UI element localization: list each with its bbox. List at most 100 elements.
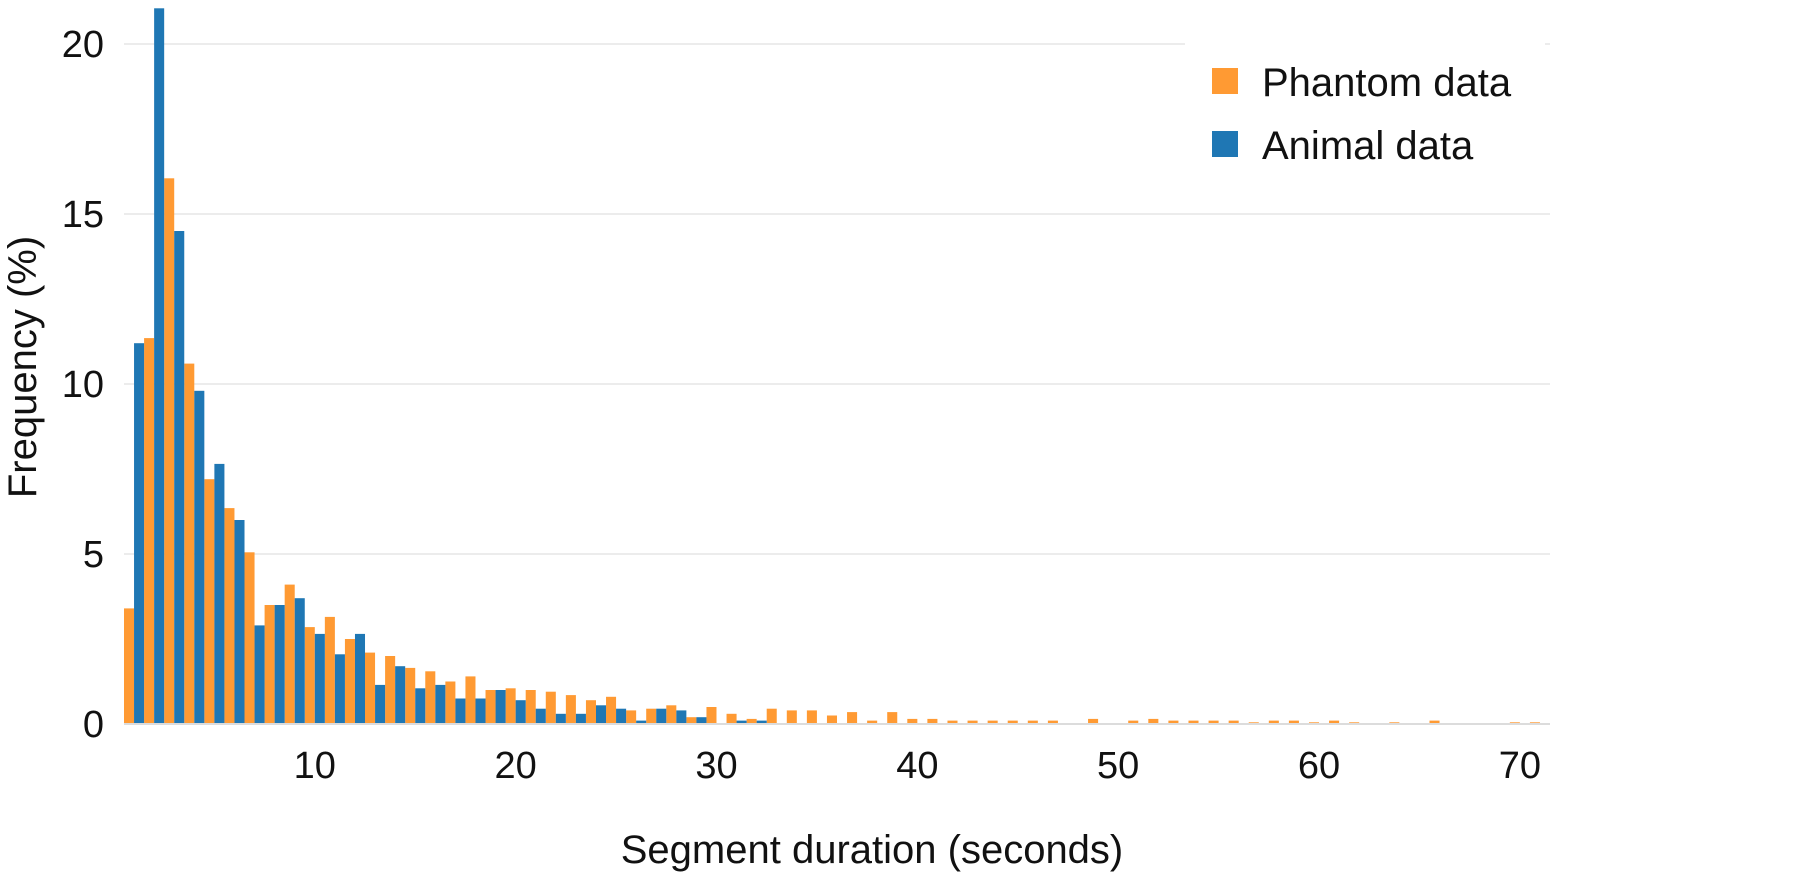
bar-phantom-18 — [465, 676, 476, 724]
x-tick-labels: 10 20 30 40 50 60 70 — [294, 745, 1541, 787]
bar-phantom-27 — [646, 708, 657, 724]
bar-phantom-39 — [887, 712, 898, 724]
x-tick-label-20: 20 — [495, 745, 537, 787]
bar-animal-9 — [294, 598, 305, 724]
bar-phantom-66 — [1429, 720, 1440, 724]
bar-animal-8 — [274, 605, 285, 724]
legend-background — [1185, 38, 1545, 178]
bar-phantom-42 — [947, 720, 958, 724]
bar-phantom-44 — [987, 720, 998, 724]
bar-phantom-15 — [405, 667, 416, 724]
bar-animal-20 — [515, 700, 526, 724]
bar-animal-10 — [314, 633, 325, 724]
bar-phantom-13 — [365, 652, 376, 724]
legend-label-animal: Animal data — [1262, 124, 1474, 168]
bar-phantom-49 — [1088, 718, 1099, 724]
bar-phantom-21 — [525, 690, 536, 724]
bar-phantom-3 — [164, 178, 175, 725]
bar-animal-13 — [375, 684, 386, 724]
bars — [124, 8, 1540, 725]
bar-animal-12 — [354, 633, 366, 724]
y-axis-title: Frequency (%) — [1, 236, 45, 498]
bar-phantom-45 — [1007, 720, 1018, 724]
bar-animal-2 — [154, 8, 165, 725]
bar-animal-4 — [194, 390, 205, 724]
bar-animal-23 — [575, 713, 586, 724]
bar-animal-15 — [415, 688, 426, 724]
bar-animal-26 — [636, 720, 647, 724]
bar-phantom-61 — [1329, 720, 1340, 724]
bar-phantom-17 — [445, 681, 456, 724]
bar-phantom-51 — [1128, 720, 1139, 724]
bar-animal-28 — [676, 710, 687, 724]
x-axis-title: Segment duration (seconds) — [621, 828, 1124, 872]
bar-phantom-12 — [344, 639, 355, 724]
bar-phantom-38 — [867, 720, 878, 724]
bar-phantom-23 — [565, 695, 576, 724]
legend-swatch-animal — [1212, 131, 1238, 157]
bar-phantom-33 — [766, 708, 777, 724]
bar-phantom-52 — [1148, 718, 1159, 724]
bar-phantom-20 — [505, 688, 516, 724]
bar-animal-17 — [455, 698, 466, 724]
bar-phantom-25 — [606, 696, 617, 724]
bar-phantom-14 — [385, 656, 396, 724]
legend: Phantom data Animal data — [1185, 38, 1545, 178]
bar-phantom-47 — [1047, 720, 1058, 724]
bar-animal-16 — [435, 684, 446, 724]
x-tick-label-50: 50 — [1097, 745, 1139, 787]
x-tick-label-10: 10 — [294, 745, 336, 787]
bar-phantom-1 — [124, 608, 135, 724]
bar-phantom-46 — [1027, 720, 1038, 724]
bar-phantom-32 — [746, 718, 757, 724]
bar-phantom-43 — [967, 720, 978, 724]
legend-label-phantom: Phantom data — [1262, 61, 1512, 105]
bar-phantom-7 — [244, 552, 255, 724]
bar-animal-31 — [736, 720, 747, 724]
bar-phantom-36 — [826, 715, 837, 724]
bar-phantom-28 — [666, 705, 677, 724]
bar-phantom-10 — [304, 627, 315, 724]
y-tick-label-0: 0 — [83, 704, 104, 746]
bar-animal-25 — [616, 708, 627, 724]
bar-phantom-16 — [425, 671, 436, 724]
bar-phantom-29 — [686, 717, 697, 724]
bar-phantom-19 — [485, 690, 496, 724]
x-tick-label-60: 60 — [1298, 745, 1340, 787]
x-tick-label-30: 30 — [695, 745, 737, 787]
bar-animal-24 — [595, 705, 607, 724]
bar-phantom-26 — [626, 710, 637, 724]
bar-animal-7 — [254, 625, 265, 724]
bar-phantom-58 — [1268, 720, 1279, 724]
bar-animal-22 — [555, 713, 566, 724]
bar-phantom-24 — [585, 700, 596, 724]
x-tick-label-40: 40 — [896, 745, 938, 787]
bar-phantom-34 — [786, 710, 797, 724]
bar-animal-27 — [656, 708, 667, 724]
bar-phantom-5 — [204, 479, 215, 724]
bar-animal-21 — [535, 708, 546, 724]
bar-phantom-35 — [806, 710, 817, 724]
bar-animal-18 — [475, 698, 486, 724]
bar-phantom-2 — [144, 338, 155, 724]
bar-phantom-56 — [1228, 720, 1239, 724]
bar-animal-11 — [334, 654, 345, 724]
bar-animal-14 — [395, 666, 406, 724]
bar-animal-19 — [495, 690, 506, 724]
bar-phantom-54 — [1188, 720, 1199, 724]
legend-swatch-phantom — [1212, 68, 1238, 94]
y-tick-label-15: 15 — [62, 194, 104, 236]
bar-phantom-30 — [706, 707, 717, 724]
bar-phantom-41 — [927, 718, 938, 724]
x-tick-label-70: 70 — [1499, 745, 1541, 787]
y-tick-labels: 0 5 10 15 20 — [62, 24, 104, 746]
y-tick-label-20: 20 — [62, 24, 104, 66]
y-tick-label-5: 5 — [83, 534, 104, 576]
bar-animal-1 — [134, 343, 145, 724]
bar-phantom-11 — [324, 616, 335, 724]
bar-phantom-22 — [545, 691, 556, 724]
bar-phantom-37 — [847, 712, 858, 724]
bar-phantom-9 — [284, 584, 295, 724]
bar-phantom-4 — [184, 363, 195, 724]
